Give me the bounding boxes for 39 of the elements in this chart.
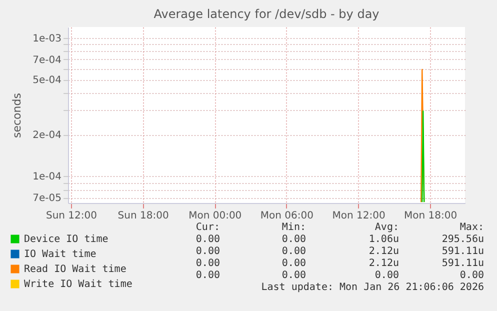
text: 0.00 bbox=[280, 270, 306, 282]
text: 0.00 bbox=[280, 234, 306, 246]
legend-label: Device IO time bbox=[24, 234, 108, 245]
y-tick-label: 7e-04 bbox=[32, 54, 62, 66]
x-tick-label: Mon 00:00 bbox=[188, 210, 242, 222]
text: Min: bbox=[280, 222, 306, 234]
legend-label: Read IO Wait time bbox=[24, 264, 126, 275]
text: 0.00 bbox=[374, 270, 399, 282]
y-axis-title: seconds bbox=[10, 92, 24, 138]
legend-label: Write IO Wait time bbox=[24, 279, 132, 290]
y-tick-label: 2e-04 bbox=[32, 130, 62, 142]
x-tick-label: Mon 12:00 bbox=[332, 210, 386, 222]
text: 591.11u bbox=[440, 246, 484, 258]
x-tick-label: Sun 12:00 bbox=[46, 210, 98, 222]
text: 1.06u bbox=[368, 234, 399, 246]
y-tick-label: 7e-05 bbox=[32, 193, 62, 204]
text: Avg: bbox=[374, 222, 399, 234]
text: 0.00 bbox=[194, 234, 220, 246]
text: 2.12u bbox=[368, 258, 399, 270]
text: 0.00 bbox=[194, 246, 220, 258]
y-tick-label: 5e-04 bbox=[32, 75, 62, 86]
text: 2.12u bbox=[368, 246, 399, 258]
text: 295.56u bbox=[440, 234, 484, 246]
text: 591.11u bbox=[440, 258, 484, 270]
text: 0.00 bbox=[196, 258, 220, 269]
text: Last update: Mon Jan 26 21:06:06 2026 bbox=[261, 282, 484, 293]
text: Max: bbox=[458, 222, 484, 234]
legend-label: IO Wait time bbox=[24, 249, 96, 260]
text: 0.00 bbox=[196, 270, 220, 281]
y-tick-label: 1e-03 bbox=[32, 33, 62, 44]
chart-title: Average latency for /dev/sdb - by day bbox=[154, 7, 380, 21]
x-tick-label: Mon 06:00 bbox=[260, 210, 314, 222]
x-tick-label: Sun 18:00 bbox=[118, 210, 169, 222]
x-tick-label: Mon 18:00 bbox=[404, 210, 458, 222]
text: 0.00 bbox=[280, 246, 306, 258]
text: 0.00 bbox=[280, 258, 306, 270]
text: Cur: bbox=[194, 222, 220, 234]
y-tick-label: 1e-04 bbox=[32, 172, 62, 183]
text: 0.00 bbox=[458, 270, 484, 282]
